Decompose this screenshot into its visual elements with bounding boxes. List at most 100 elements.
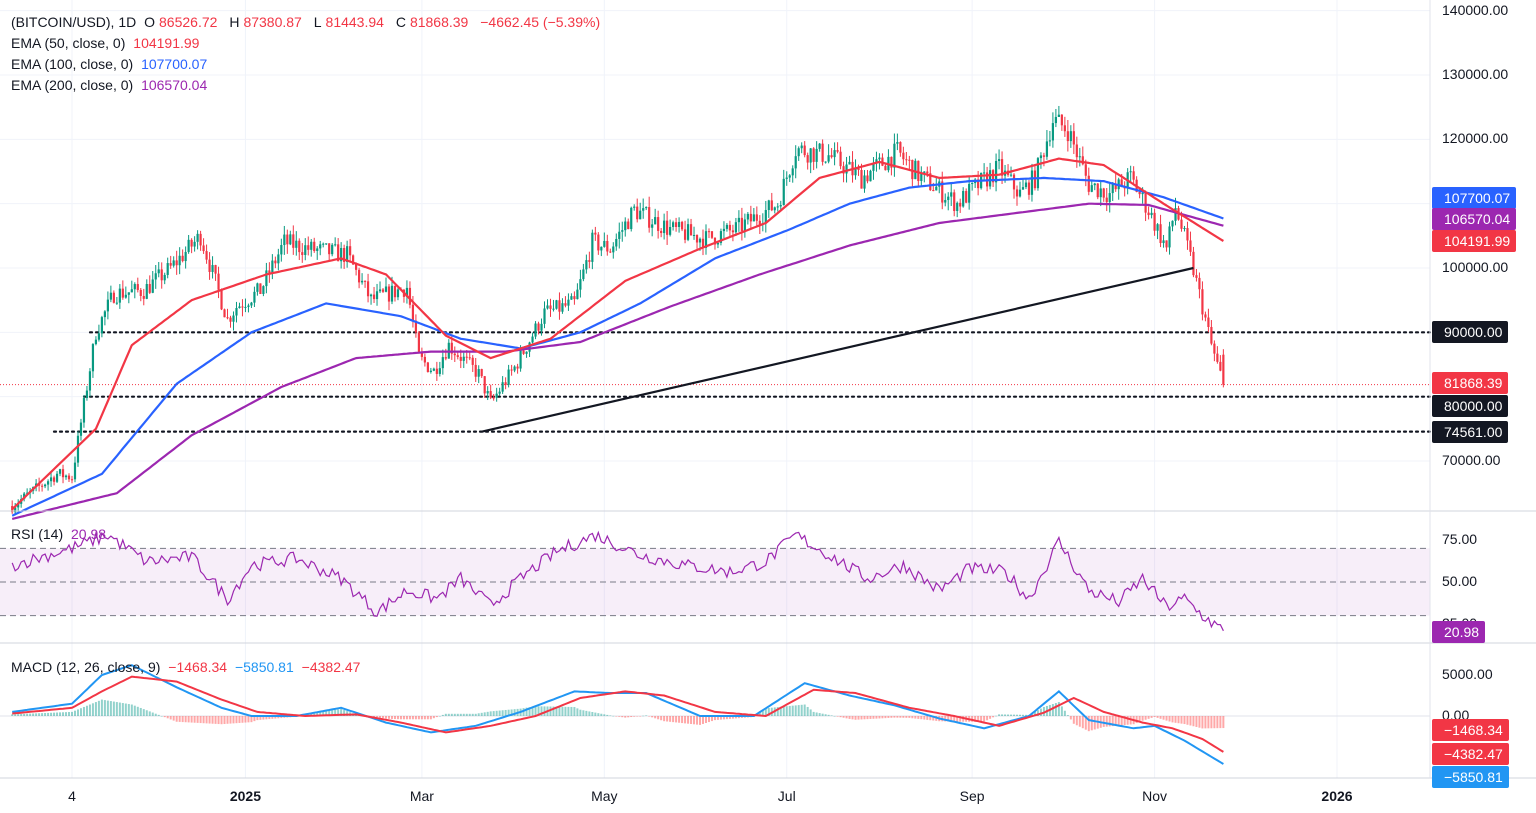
macd-histogram-bar [280, 716, 283, 719]
macd-histogram-bar [704, 716, 707, 723]
macd-histogram-bar [621, 716, 624, 718]
time-axis-label: May [591, 788, 618, 804]
candle-body [14, 507, 17, 513]
candle-body [355, 264, 358, 270]
ema50-legend: EMA (50, close, 0) 104191.99 [11, 33, 203, 54]
candle-body [977, 179, 980, 189]
macd-histogram-bar [62, 712, 65, 716]
macd-histogram-bar [684, 716, 687, 724]
macd-histogram-bar [645, 715, 648, 716]
ema50-label: EMA (50, close, 0) [11, 35, 126, 51]
candle-body [226, 317, 229, 319]
candle-body [719, 231, 723, 243]
macd-histogram-bar [896, 716, 899, 718]
candle-body [639, 210, 642, 220]
macd-histogram-bar [193, 716, 196, 723]
time-axis-label: 2026 [1321, 788, 1353, 804]
candle-body [968, 183, 971, 203]
candle-body [262, 286, 265, 294]
macd-histogram-bar [483, 712, 486, 716]
macd-histogram-bar [809, 709, 812, 716]
macd-histogram-bar [414, 716, 417, 720]
macd-histogram-bar [1111, 716, 1114, 727]
macd-histogram-bar [53, 712, 56, 716]
candle-body [914, 160, 917, 180]
macd-histogram-bar [1007, 714, 1010, 716]
candle-body [991, 170, 995, 183]
candle-body [112, 292, 115, 303]
macd-histogram-bar [1039, 708, 1042, 716]
candle-body [1021, 187, 1025, 190]
macd-histogram-bar [50, 712, 53, 716]
macd-histogram-bar [253, 716, 256, 722]
macd-histogram-bar [884, 716, 887, 719]
macd-histogram-bar [1207, 716, 1210, 729]
macd-histogram-bar [277, 716, 280, 719]
pane-separators[interactable] [0, 0, 1536, 779]
macd-histogram-bar [130, 704, 133, 716]
candle-body [534, 323, 537, 337]
macd-histogram-bar [1063, 710, 1066, 716]
candle-body [471, 357, 474, 365]
candle-body [654, 217, 657, 225]
candle-body [651, 224, 654, 228]
candle-body [498, 391, 501, 394]
candle-body [606, 240, 609, 252]
close-label: C [395, 14, 406, 30]
macd-histogram-bar [1019, 714, 1022, 716]
macd-histogram-bar [1105, 716, 1108, 727]
macd-histogram-bar [510, 709, 513, 716]
candle-body [776, 206, 779, 208]
candle-body [214, 265, 217, 274]
candle-body [115, 302, 118, 304]
macd-histogram-bar [385, 716, 388, 719]
macd-histogram-bar [1144, 716, 1147, 720]
candle-body [1075, 144, 1078, 158]
candle-body [178, 255, 181, 266]
macd-histogram-bar [1156, 716, 1159, 718]
candle-body [636, 206, 639, 220]
macd-histogram-bar [136, 706, 139, 716]
macd-histogram-bar [265, 716, 268, 720]
candle-body [100, 317, 104, 334]
candle-body [1087, 175, 1090, 192]
candle-body [387, 286, 391, 302]
macd-histogram-bar [1195, 716, 1198, 727]
macd-histogram-bar [1066, 715, 1069, 716]
candle-body [241, 306, 244, 308]
macd-histogram-bar [1072, 716, 1075, 724]
macd-histogram-bar [666, 716, 669, 722]
macd-histogram-bar [17, 714, 20, 716]
candle-body [953, 192, 956, 211]
macd-histogram-bar [923, 716, 926, 720]
candle-body [839, 151, 842, 167]
low-value: 81443.94 [325, 14, 384, 30]
histogram-value: −4382.47 [301, 659, 361, 675]
price-axis-label: 140000.00 [1442, 1, 1509, 18]
macd-histogram-bar [800, 704, 803, 716]
candle-body [193, 241, 196, 247]
macd-histogram-bar [833, 716, 836, 717]
candle-body [346, 246, 349, 262]
macd-histogram-bar [630, 716, 633, 718]
signal-value: −5850.81 [234, 659, 294, 675]
macd-histogram-bar [109, 701, 112, 716]
candle-body [830, 155, 833, 158]
candle-body [917, 160, 920, 181]
macd-histogram-bar [1219, 716, 1222, 729]
macd-histogram-bar [995, 715, 998, 717]
candle-body [770, 200, 773, 211]
macd-histogram-bar [32, 713, 35, 716]
candle-body [516, 366, 519, 369]
candle-body [941, 181, 944, 203]
macd-histogram-bar [408, 716, 411, 720]
candle-body [1141, 192, 1144, 195]
macd-histogram-bar [588, 711, 591, 716]
macd-histogram-bar [980, 716, 983, 722]
macd-histogram-bar [319, 712, 322, 716]
macd-histogram-bar [115, 702, 118, 716]
candle-body [920, 173, 923, 181]
candle-body [46, 481, 50, 485]
macd-histogram-bar [552, 706, 555, 716]
